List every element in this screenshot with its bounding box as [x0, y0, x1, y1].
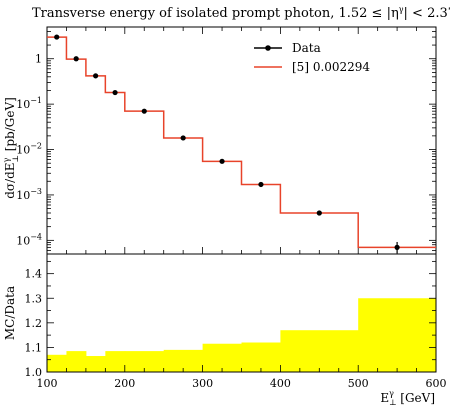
data-point [93, 73, 99, 79]
x-tick-label: 100 [37, 377, 58, 390]
ratio-x-ticks: 100 200 300 400 500 600 [37, 365, 447, 390]
ratio-y-axis-label: MC/Data [3, 286, 17, 340]
main-y-tick-label: 10−2 [16, 142, 42, 157]
x-tick-label: 500 [348, 377, 369, 390]
legend: Data [5] 0.002294 [254, 41, 370, 74]
x-axis-label: Eγ ⊥ [GeV] [380, 389, 435, 407]
x-tick-label: 600 [426, 377, 447, 390]
ratio-y-tick-label: 1.3 [25, 292, 43, 305]
data-point [219, 158, 225, 164]
x-tick-label: 300 [192, 377, 213, 390]
ratio-band-bin [105, 351, 126, 372]
ratio-y-tick-label: 1.4 [25, 268, 43, 281]
main-y-axis-label: dσ/dEγ⊥ [pb/GeV] [2, 97, 20, 199]
ratio-y-tick-label: 1.0 [25, 366, 43, 379]
data-point [180, 135, 186, 141]
ratio-band [47, 298, 437, 372]
ratio-band-bin [85, 356, 106, 372]
ratio-band-bin [163, 349, 204, 372]
main-y-tick-label: 10−1 [16, 96, 42, 111]
main-y-ticks: 1 10−1 10−2 10−3 10−4 [16, 26, 436, 255]
ratio-band-bin [47, 354, 67, 372]
main-panel-frame [46, 26, 437, 255]
data-point [258, 181, 264, 188]
x-tick-label: 400 [270, 377, 291, 390]
ratio-y-tick-label: 1.2 [25, 317, 43, 330]
ratio-band-bin [358, 298, 437, 372]
data-points [54, 34, 400, 254]
x-tick-label: 200 [114, 377, 135, 390]
ratio-y-tick-label: 1.1 [25, 341, 43, 354]
ratio-band-bin [202, 343, 242, 372]
legend-data-label: Data [292, 41, 321, 55]
ratio-y-ticks: 1.0 1.1 1.2 1.3 1.4 [25, 260, 436, 379]
ratio-band-bin [241, 342, 281, 372]
data-point [394, 244, 400, 250]
data-point [54, 34, 60, 40]
ratio-band-bin [280, 330, 359, 372]
ratio-band-bin [124, 351, 165, 372]
data-point [112, 89, 118, 96]
main-y-tick-label: 10−3 [16, 187, 42, 202]
chart-title: Transverse energy of isolated prompt pho… [32, 5, 450, 21]
legend-prediction-label: [5] 0.002294 [292, 60, 370, 74]
main-frame-rect [46, 26, 437, 255]
main-y-tick-label: 1 [35, 53, 42, 66]
main-x-ticks [46, 27, 437, 254]
data-point [141, 108, 147, 114]
data-point [73, 56, 79, 62]
main-y-tick-label: 10−4 [16, 232, 42, 247]
legend-data-marker [265, 45, 271, 51]
prediction-histogram [47, 36, 436, 249]
data-point [316, 210, 322, 216]
prediction-step-line [47, 36, 436, 249]
ratio-band-bin [66, 351, 87, 372]
